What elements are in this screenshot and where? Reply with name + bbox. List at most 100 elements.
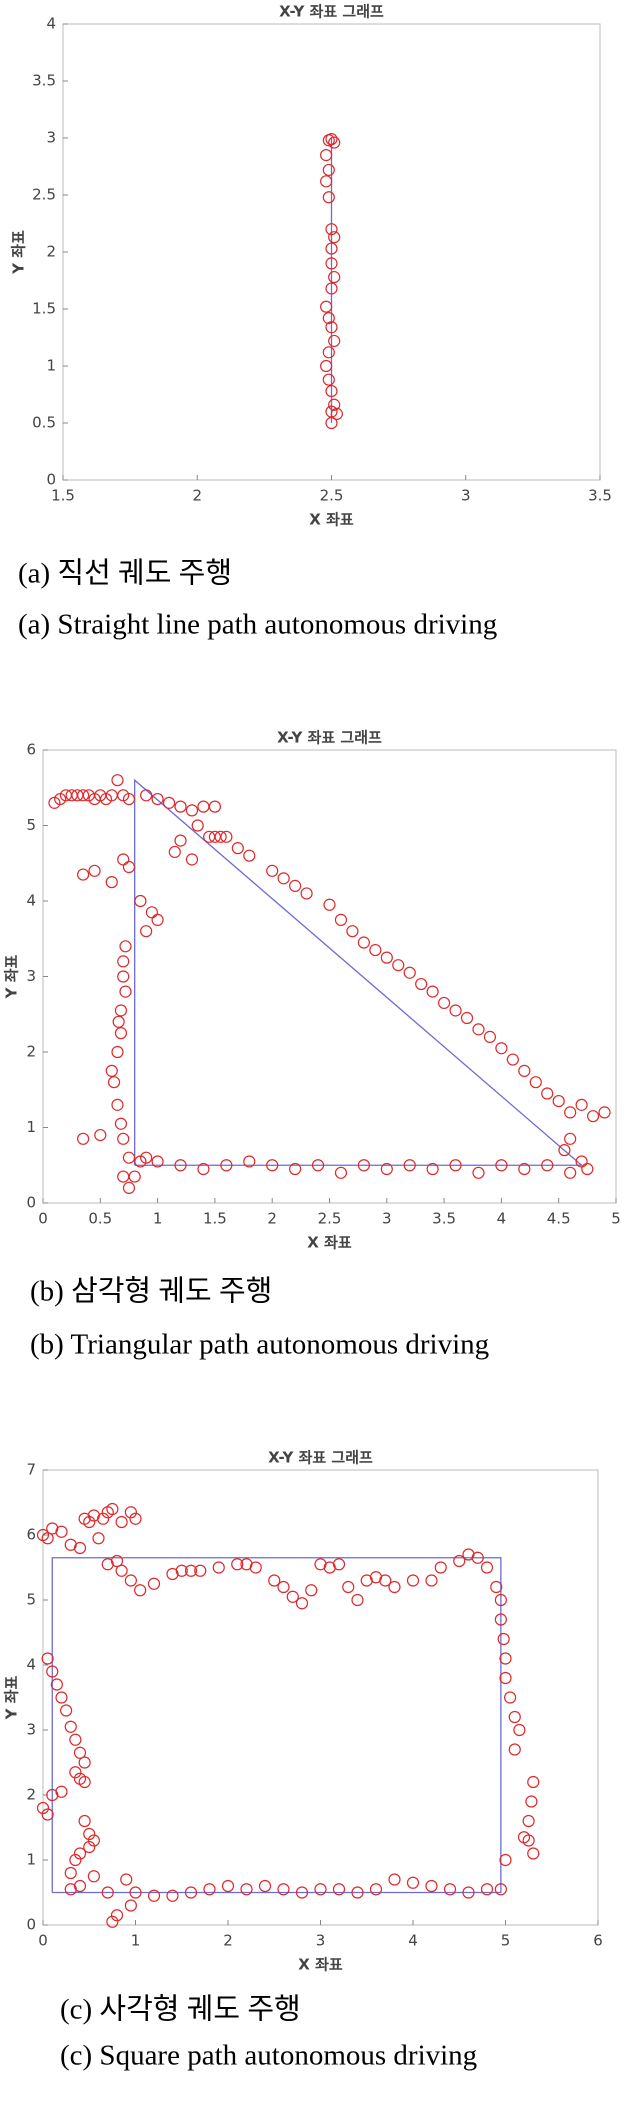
point xyxy=(122,1151,136,1164)
point xyxy=(332,1883,346,1896)
point xyxy=(472,1166,485,1179)
point xyxy=(185,853,199,866)
point xyxy=(110,1554,124,1568)
point xyxy=(564,1106,577,1119)
point xyxy=(129,1886,142,1899)
point xyxy=(403,1159,416,1172)
point xyxy=(175,1564,188,1577)
point xyxy=(328,334,341,348)
point xyxy=(140,925,153,938)
point xyxy=(214,830,227,843)
point xyxy=(194,1564,207,1577)
point xyxy=(598,1106,611,1119)
point xyxy=(286,1590,299,1603)
point xyxy=(77,789,90,802)
caption: (b) 삼각형 궤도 주행 xyxy=(30,1275,272,1308)
point xyxy=(483,1030,497,1044)
point xyxy=(480,1883,494,1896)
point xyxy=(323,898,336,911)
point xyxy=(490,1580,503,1594)
point xyxy=(111,774,124,787)
x-tick-label: 0.5 xyxy=(88,1210,112,1228)
x-tick-label: 3.5 xyxy=(588,487,612,505)
x-tick-label: 6 xyxy=(593,1932,603,1950)
point xyxy=(322,373,335,386)
point xyxy=(295,1597,309,1610)
point xyxy=(552,1094,565,1108)
point xyxy=(388,1873,401,1886)
point xyxy=(50,1678,63,1691)
y-tick-label: 4 xyxy=(46,15,56,33)
point xyxy=(325,133,338,146)
y-tick-label: 3 xyxy=(46,129,56,147)
point xyxy=(495,1159,508,1172)
point xyxy=(64,1883,77,1896)
point xyxy=(471,1551,484,1564)
point xyxy=(325,384,338,398)
y-tick-label: 3 xyxy=(26,967,36,985)
point xyxy=(525,1795,538,1808)
point xyxy=(78,1756,91,1769)
point xyxy=(357,1159,370,1172)
point xyxy=(64,1720,77,1733)
point xyxy=(268,1574,281,1587)
point xyxy=(541,1159,554,1172)
point xyxy=(87,1834,100,1847)
point xyxy=(314,1883,327,1896)
x-tick-label: 4 xyxy=(408,1932,418,1950)
point xyxy=(322,163,335,177)
point xyxy=(114,1027,128,1040)
point xyxy=(357,936,370,949)
x-axis-label: X 좌표 xyxy=(307,1234,352,1252)
y-tick-label: 7 xyxy=(26,1461,36,1479)
y-tick-label: 6 xyxy=(26,741,36,759)
x-tick-label: 3 xyxy=(316,1932,326,1950)
y-tick-label: 0 xyxy=(26,1916,36,1934)
point xyxy=(83,1515,96,1529)
point xyxy=(581,1162,594,1176)
point xyxy=(64,1866,77,1880)
point xyxy=(87,1870,100,1883)
point xyxy=(462,1886,475,1899)
point xyxy=(508,1710,521,1724)
caption: (c) Square path autonomous driving xyxy=(60,2040,477,2072)
point xyxy=(184,1886,198,1899)
point xyxy=(122,1181,136,1195)
point xyxy=(322,191,335,204)
plot-area xyxy=(42,749,617,1204)
point xyxy=(495,1042,508,1055)
point xyxy=(300,887,313,900)
point xyxy=(129,1512,142,1525)
point xyxy=(406,1876,420,1889)
point xyxy=(504,1691,517,1704)
point xyxy=(231,842,244,855)
point xyxy=(243,849,256,862)
point xyxy=(380,1162,393,1176)
point xyxy=(277,1580,290,1594)
point xyxy=(351,1886,364,1899)
point xyxy=(266,1159,279,1172)
point xyxy=(277,872,290,885)
point xyxy=(320,175,333,188)
point xyxy=(499,1853,512,1867)
point xyxy=(77,1132,90,1145)
point xyxy=(388,1580,401,1594)
point xyxy=(425,1879,438,1893)
point xyxy=(289,1162,302,1176)
plot-area xyxy=(42,1469,599,1926)
point xyxy=(325,321,338,334)
point xyxy=(289,879,302,893)
x-tick-label: 4 xyxy=(497,1210,507,1228)
point xyxy=(328,136,341,149)
point xyxy=(191,819,204,832)
point xyxy=(328,231,341,244)
y-tick-label: 2.5 xyxy=(32,186,56,204)
point xyxy=(499,1671,512,1685)
point xyxy=(334,1166,348,1179)
point xyxy=(328,398,341,411)
point xyxy=(147,1577,161,1590)
point xyxy=(330,407,343,420)
point xyxy=(460,1011,474,1025)
point xyxy=(174,834,187,847)
